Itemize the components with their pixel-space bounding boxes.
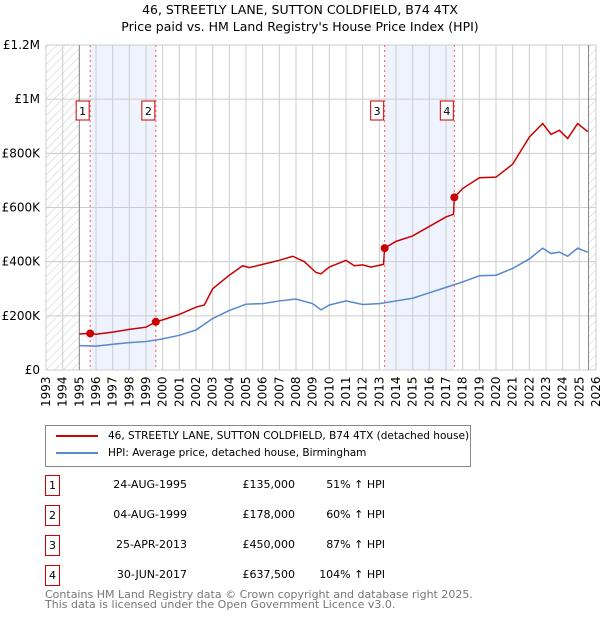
x-tick-label: 2016 [422,376,436,407]
y-tick-label: £200K [2,309,42,323]
footer-line-1: Contains HM Land Registry data © Crown c… [45,588,473,601]
x-tick-label: 1998 [122,376,136,407]
legend-item-property: 46, STREETLY LANE, SUTTON COLDFIELD, B74… [56,430,469,442]
sale-number: 3 [45,535,60,556]
sale-price: £637,500 [242,568,296,581]
sale-date: 25-APR-2013 [115,538,187,551]
x-tick-label: 2013 [372,376,386,407]
x-tick-label: 2007 [272,376,286,407]
x-tick-label: 2011 [339,376,353,407]
sale-hpi-diff: 51% ↑ HPI [326,478,385,491]
legend-swatch-blue [56,452,98,454]
x-tick-label: 1996 [89,376,103,407]
footer-line-2: This data is licensed under the Open Gov… [45,598,396,611]
legend: 46, STREETLY LANE, SUTTON COLDFIELD, B74… [45,425,471,467]
x-tick-label: 2008 [289,376,303,407]
x-tick-label: 2015 [406,376,420,407]
x-tick-label: 2005 [239,376,253,407]
sale-label: 2 [145,105,152,118]
sale-hpi-diff: 87% ↑ HPI [326,538,385,551]
y-tick-label: £1M [14,92,40,106]
x-tick-label: 1993 [39,376,53,407]
x-tick-label: 2004 [222,376,236,407]
chart-subtitle: Price paid vs. HM Land Registry's House … [121,19,479,34]
sale-point [86,329,95,338]
legend-label: 46, STREETLY LANE, SUTTON COLDFIELD, B74… [108,430,470,442]
legend-item-hpi: HPI: Average price, detached house, Birm… [56,447,366,459]
x-tick-label: 1999 [139,376,153,407]
x-tick-label: 2020 [489,376,503,407]
y-tick-label: £1.2M [3,38,40,52]
sale-label-box [370,100,385,121]
chart: 1993 1994 1995 1996 1997 1998 1999 2000 2001 2002… [2,38,600,407]
sale-point [151,317,160,326]
x-tick-label: 2003 [206,376,220,407]
sale-number: 4 [45,565,60,586]
sale-number: 2 [45,505,60,526]
sale-label: 1 [79,105,86,118]
x-tick-label: 2017 [439,376,453,407]
x-tick-label: 1994 [56,376,70,407]
sale-date: 30-JUN-2017 [116,568,187,581]
sale-price: £135,000 [242,478,296,491]
chart-title: 46, STREETLY LANE, SUTTON COLDFIELD, B74… [142,2,458,17]
x-tick-label: 1995 [72,376,86,407]
x-tick-label: 2026 [589,376,600,407]
x-tick-label: 2009 [306,376,320,407]
x-tick-label: 2022 [522,376,536,407]
x-tick-label: 2002 [189,376,203,407]
sale-label: 4 [443,105,450,118]
y-tick-label: £0 [25,363,40,377]
sale-point [450,193,459,202]
y-tick-label: £600K [2,201,42,215]
footer: Contains HM Land Registry data © Crown c… [45,588,473,611]
sale-price: £450,000 [242,538,296,551]
legend-swatch-red [56,435,98,437]
x-tick-label: 2010 [322,376,336,407]
x-tick-label: 2024 [556,376,570,407]
series-line-hpi [79,247,588,347]
x-tick-label: 2000 [156,376,170,407]
x-tick-label: 2001 [172,376,186,407]
y-tick-label: £800K [2,146,42,160]
sale-date: 24-AUG-1995 [113,478,187,491]
sale-date: 04-AUG-1999 [113,508,187,521]
sale-label: 3 [374,105,381,118]
sale-label-box [141,100,156,121]
sale-hpi-diff: 104% ↑ HPI [319,568,385,581]
y-tick-label: £400K [2,255,42,269]
x-tick-label: 1997 [106,376,120,407]
x-tick-label: 2023 [539,376,553,407]
sale-point [380,244,389,253]
x-tick-label: 2021 [506,376,520,407]
x-tick-label: 2014 [389,376,403,407]
sale-hpi-diff: 60% ↑ HPI [326,508,385,521]
x-tick-label: 2012 [356,376,370,407]
x-tick-label: 2019 [472,376,486,407]
x-tick-label: 2018 [456,376,470,407]
sale-number: 1 [45,475,60,496]
legend-label: HPI: Average price, detached house, Birm… [108,447,367,459]
sale-label-box [75,100,90,121]
sale-label-box [439,100,454,121]
series-line-property [79,122,589,336]
x-tick-label: 2025 [572,376,586,407]
sale-price: £178,000 [242,508,296,521]
x-tick-label: 2006 [256,376,270,407]
